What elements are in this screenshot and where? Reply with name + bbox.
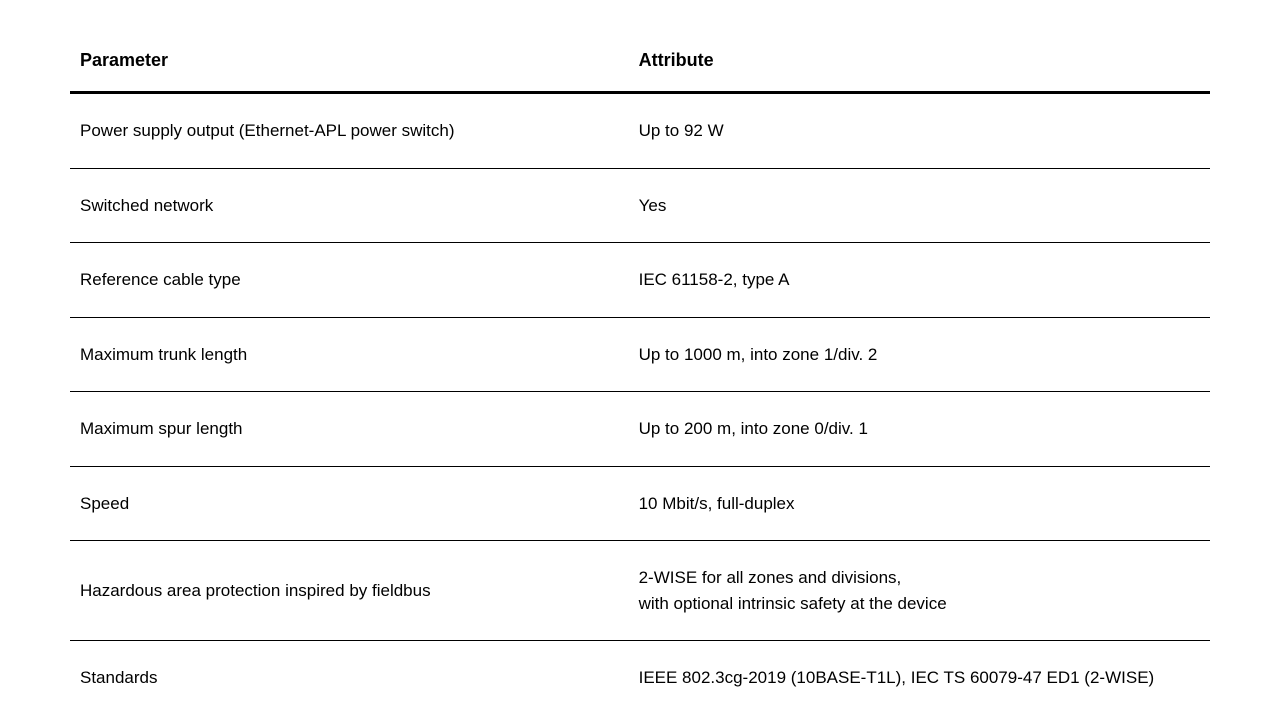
column-header-parameter: Parameter [70, 30, 629, 93]
cell-parameter: Power supply output (Ethernet-APL power … [70, 93, 629, 169]
cell-parameter: Maximum spur length [70, 392, 629, 467]
cell-attribute: Up to 92 W [629, 93, 1210, 169]
column-header-attribute: Attribute [629, 30, 1210, 93]
cell-parameter: Hazardous area protection inspired by fi… [70, 541, 629, 641]
cell-parameter: Maximum trunk length [70, 317, 629, 392]
cell-attribute: 10 Mbit/s, full-duplex [629, 466, 1210, 541]
cell-parameter: Reference cable type [70, 243, 629, 318]
cell-attribute: IEEE 802.3cg-2019 (10BASE-T1L), IEC TS 6… [629, 641, 1210, 715]
cell-attribute: 2-WISE for all zones and divisions,with … [629, 541, 1210, 641]
table-row: Speed 10 Mbit/s, full-duplex [70, 466, 1210, 541]
cell-parameter: Speed [70, 466, 629, 541]
table-row: Switched network Yes [70, 168, 1210, 243]
cell-attribute: Up to 200 m, into zone 0/div. 1 [629, 392, 1210, 467]
cell-attribute: IEC 61158-2, type A [629, 243, 1210, 318]
table-row: Standards IEEE 802.3cg-2019 (10BASE-T1L)… [70, 641, 1210, 715]
cell-parameter: Switched network [70, 168, 629, 243]
cell-attribute: Yes [629, 168, 1210, 243]
table-row: Reference cable type IEC 61158-2, type A [70, 243, 1210, 318]
cell-attribute: Up to 1000 m, into zone 1/div. 2 [629, 317, 1210, 392]
cell-parameter: Standards [70, 641, 629, 715]
table-row: Maximum spur length Up to 200 m, into zo… [70, 392, 1210, 467]
table-row: Power supply output (Ethernet-APL power … [70, 93, 1210, 169]
table-row: Hazardous area protection inspired by fi… [70, 541, 1210, 641]
table-row: Maximum trunk length Up to 1000 m, into … [70, 317, 1210, 392]
table-header-row: Parameter Attribute [70, 30, 1210, 93]
spec-table: Parameter Attribute Power supply output … [70, 30, 1210, 715]
